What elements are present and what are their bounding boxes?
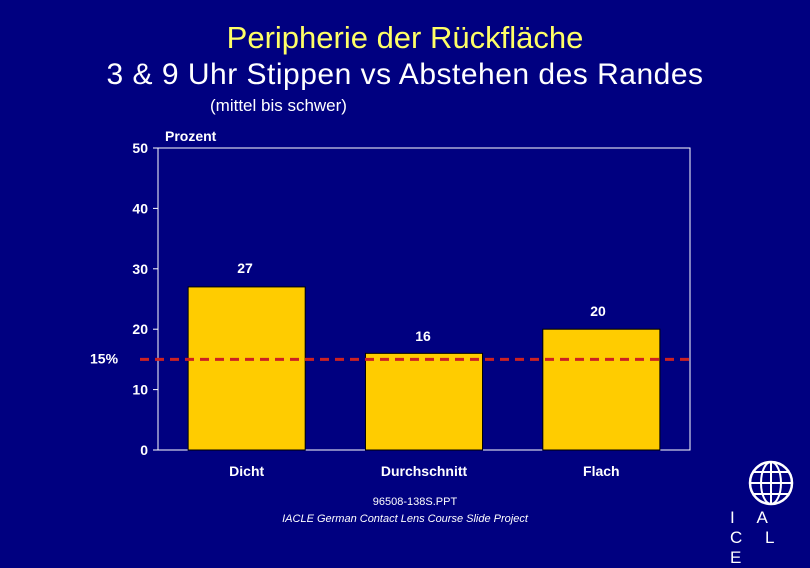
x-tick-label: Dicht xyxy=(229,463,264,479)
bar-chart: Prozent 0 10 20 30 40 50 Dicht Durchschnitt Fla… xyxy=(90,128,691,479)
y-tick-label: 10 xyxy=(132,382,148,398)
y-tick-label: 20 xyxy=(132,321,148,337)
data-label: 16 xyxy=(415,328,431,344)
y-tick-label: 0 xyxy=(140,442,148,458)
y-tick-label: 40 xyxy=(132,200,148,216)
slide-subtitle: 3 & 9 Uhr Stippen vs Abstehen des Randes xyxy=(106,58,704,91)
bar-flach xyxy=(542,328,661,451)
footer-project: IACLE German Contact Lens Course Slide P… xyxy=(282,513,528,525)
bar-dicht xyxy=(187,286,306,451)
bar-durchschnitt xyxy=(364,352,484,451)
y-tick-label: 30 xyxy=(132,261,148,277)
y-tick-label: 50 xyxy=(132,140,148,156)
y-axis-label: Prozent xyxy=(165,128,217,144)
globe-icon xyxy=(748,460,794,506)
data-label: 20 xyxy=(590,303,606,319)
footer-file: 96508-138S.PPT xyxy=(372,496,458,508)
x-tick-label: Flach xyxy=(583,463,620,479)
slide-subsubtitle: (mittel bis schwer) xyxy=(210,96,347,115)
data-label: 27 xyxy=(237,260,253,276)
slide-title: Peripherie der Rückfläche xyxy=(226,20,584,55)
iacle-logo-text: I A C L E xyxy=(730,508,783,567)
reference-line-label: 15% xyxy=(90,350,119,366)
x-tick-label: Durchschnitt xyxy=(381,463,468,479)
